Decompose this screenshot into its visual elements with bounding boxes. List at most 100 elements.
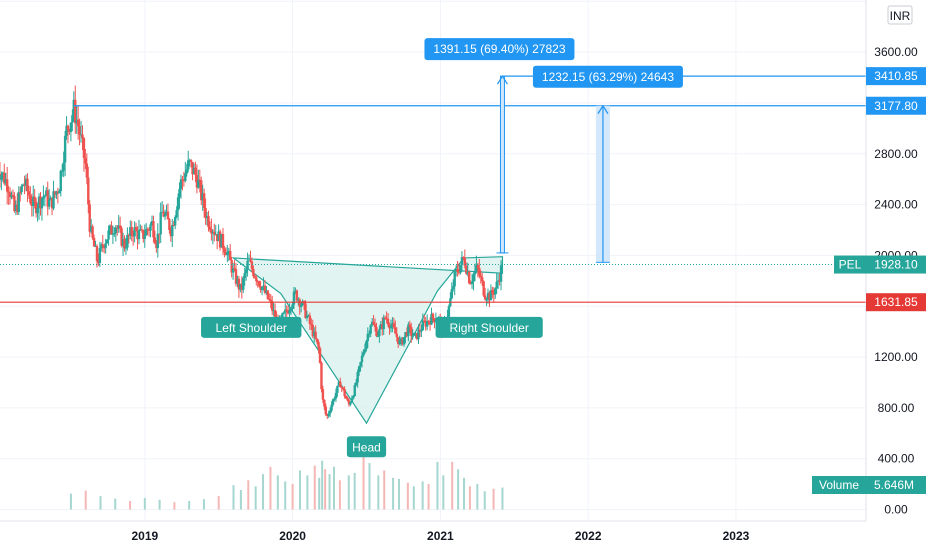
candle-body [481,277,484,282]
candle-body [110,225,113,235]
volume-bar [451,461,454,510]
candle-body [14,204,18,211]
candle-body [485,299,488,301]
candle-body [111,233,115,235]
candle-body [145,229,148,236]
volume-bar [421,481,424,510]
candle-body [491,290,494,294]
candle-body [217,231,220,242]
candle-body [260,287,264,290]
volume-bar [347,475,350,510]
candle-body [292,291,296,305]
candle-body [20,185,23,193]
volume-bar [362,457,365,510]
candle-body [214,234,217,236]
candle-body [378,329,381,337]
currency-badge[interactable]: INR [887,5,913,25]
x-axis-ticks[interactable]: 2019 2020 2021 2022 2023 [131,529,749,543]
candle-body [454,268,458,272]
candle-body [385,318,388,320]
candle-body [189,160,193,162]
candle-body [162,211,165,217]
candle-body [88,204,91,232]
y-axis-ticks[interactable]: 0.00400.00800.001200.001600.002000.00240… [874,45,918,516]
candle-body [4,179,7,184]
candle-body [252,268,255,277]
candle-body [75,119,78,124]
candle-body [262,285,265,288]
pattern-label-box-right_shoulder [435,316,543,338]
candle-body [23,184,26,186]
volume-bar [69,493,72,510]
volume-bar [392,477,395,510]
candle-body [428,321,432,325]
candle-body [288,310,291,314]
candle-body [56,191,60,194]
candle-body [298,299,301,307]
volume-value: 5.646M [874,478,914,492]
candle-body [239,283,242,290]
volume-bar [476,483,479,510]
candle-body [182,180,186,182]
volume-bar [99,496,102,510]
candle-body [473,270,477,275]
candle-body [13,196,16,211]
projection-arrow[interactable] [499,75,505,254]
volume-legend[interactable]: Volume 5.646M [812,476,926,494]
candle-body [100,244,103,248]
candle-body [194,167,197,175]
candle-body [63,135,67,163]
volume-bar [483,491,486,510]
volume-bar [368,463,371,510]
candle-body [336,385,339,393]
candle-body [185,169,188,174]
candle-body [224,252,228,256]
candle-body [499,265,503,282]
candle-body [339,381,342,388]
candle-body [334,392,338,399]
candle-body [408,324,411,328]
candle-body [392,323,396,328]
candle-body [213,231,216,235]
candle-body [166,211,170,220]
y-tick-label: 400.00 [878,452,915,466]
candle-body [36,207,39,214]
candle-body [156,233,160,249]
candle-body [226,252,229,256]
candle-body [362,352,365,356]
candle-body [418,329,422,332]
candle-body [227,250,230,253]
candle-body [104,243,107,249]
volume-bar [306,475,309,510]
candle-body [469,283,472,285]
candle-body [479,275,482,278]
volume-bar [377,475,380,510]
pattern-labels: Left Shoulder Head Right Shoulder [201,316,543,458]
candle-body [341,387,345,390]
candle-body [168,219,171,230]
y-tick-label: 1200.00 [874,350,918,364]
candle-body [347,400,351,405]
candle-body [55,191,58,195]
candle-body [407,324,410,336]
candle-body [114,227,118,234]
candle-body [21,184,25,186]
candle-body [133,227,136,237]
candle-body [494,288,497,295]
candle-body [352,395,355,399]
candle-body [207,215,210,228]
candle-body [74,99,77,124]
candle-body [92,237,96,247]
volume-bar [318,477,321,510]
candle-body [253,276,257,278]
candle-body [337,381,341,386]
candle-body [127,234,131,236]
symbol-tag-box [834,255,866,274]
candle-body [269,299,272,302]
candle-body [343,389,346,397]
candle-body [315,338,319,343]
pattern-label-box-left_shoulder [201,316,302,338]
candle-body [488,292,491,301]
measure-projections[interactable]: 1391.15 (69.40%) 27823 1232.15 (63.29%) 2… [424,38,683,263]
